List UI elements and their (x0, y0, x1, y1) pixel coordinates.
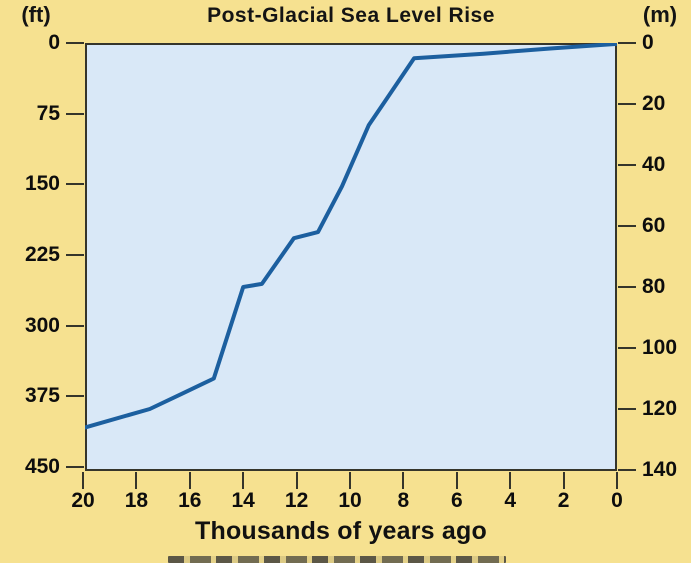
x-axis-tick-label: 12 (284, 489, 309, 512)
x-axis-tick (509, 472, 512, 489)
left-axis-tick-label: 150 (24, 172, 60, 196)
right-axis-unit-label: (m) (642, 2, 678, 27)
x-axis-tick (349, 472, 351, 489)
x-axis-tick (135, 472, 138, 489)
right-axis-tick-label: 100 (642, 336, 678, 359)
right-axis-tick (618, 42, 636, 44)
left-axis-tick-label: 225 (24, 243, 60, 266)
left-axis-tick (66, 254, 84, 256)
left-axis-tick-label: 450 (24, 455, 60, 478)
x-axis-tick-label: 8 (397, 489, 410, 512)
left-axis-tick-label: 300 (24, 313, 60, 337)
x-axis-tick-label: 6 (450, 489, 463, 512)
chart-title: Post-Glacial Sea Level Rise (207, 4, 495, 27)
x-axis-tick-label: 18 (124, 489, 149, 512)
right-axis-tick (618, 225, 636, 227)
x-axis-tick-label: 10 (338, 489, 362, 512)
x-axis-tick (82, 472, 84, 489)
left-axis-tick (66, 466, 84, 468)
x-axis-tick-label: 14 (231, 489, 255, 512)
right-axis-tick-label: 40 (642, 153, 666, 176)
x-axis-tick (562, 472, 565, 489)
left-axis-tick-label: 75 (36, 101, 60, 125)
right-axis-tick-label: 20 (642, 92, 666, 115)
left-axis-tick (66, 183, 84, 186)
right-axis-tick (618, 347, 636, 349)
left-axis-unit-label: (ft) (21, 2, 51, 27)
x-axis-tick (402, 472, 405, 489)
right-axis-tick (618, 103, 636, 105)
right-axis-tick (618, 286, 636, 288)
x-axis-tick (616, 472, 618, 489)
x-axis-tick-label: 16 (178, 489, 202, 512)
x-axis-tick-label: 2 (557, 489, 570, 512)
right-axis-tick-label: 140 (642, 458, 678, 481)
right-axis-tick (618, 164, 636, 166)
left-axis-tick (66, 324, 84, 327)
right-axis-tick (618, 469, 636, 471)
left-axis-tick (66, 112, 84, 115)
x-axis-title: Thousands of years ago (195, 517, 487, 545)
cropped-text-fragment (168, 556, 506, 563)
x-axis-tick (242, 472, 245, 489)
right-axis-tick-label: 0 (642, 31, 654, 54)
left-axis-tick (66, 395, 84, 398)
right-axis-tick-label: 60 (642, 214, 666, 237)
left-axis-tick-label: 0 (48, 31, 60, 54)
x-axis-tick (188, 472, 191, 489)
right-axis-tick-label: 120 (642, 397, 678, 420)
x-axis-tick-label: 4 (504, 489, 517, 512)
right-axis-tick-label: 80 (642, 275, 666, 298)
x-axis-tick-label: 20 (71, 489, 95, 512)
x-axis-tick (295, 472, 298, 489)
left-axis-tick-label: 375 (24, 384, 60, 408)
left-axis-tick (66, 42, 84, 44)
right-axis-tick (618, 408, 636, 410)
x-axis-tick-label: 0 (611, 489, 623, 512)
x-axis-tick (455, 472, 458, 489)
